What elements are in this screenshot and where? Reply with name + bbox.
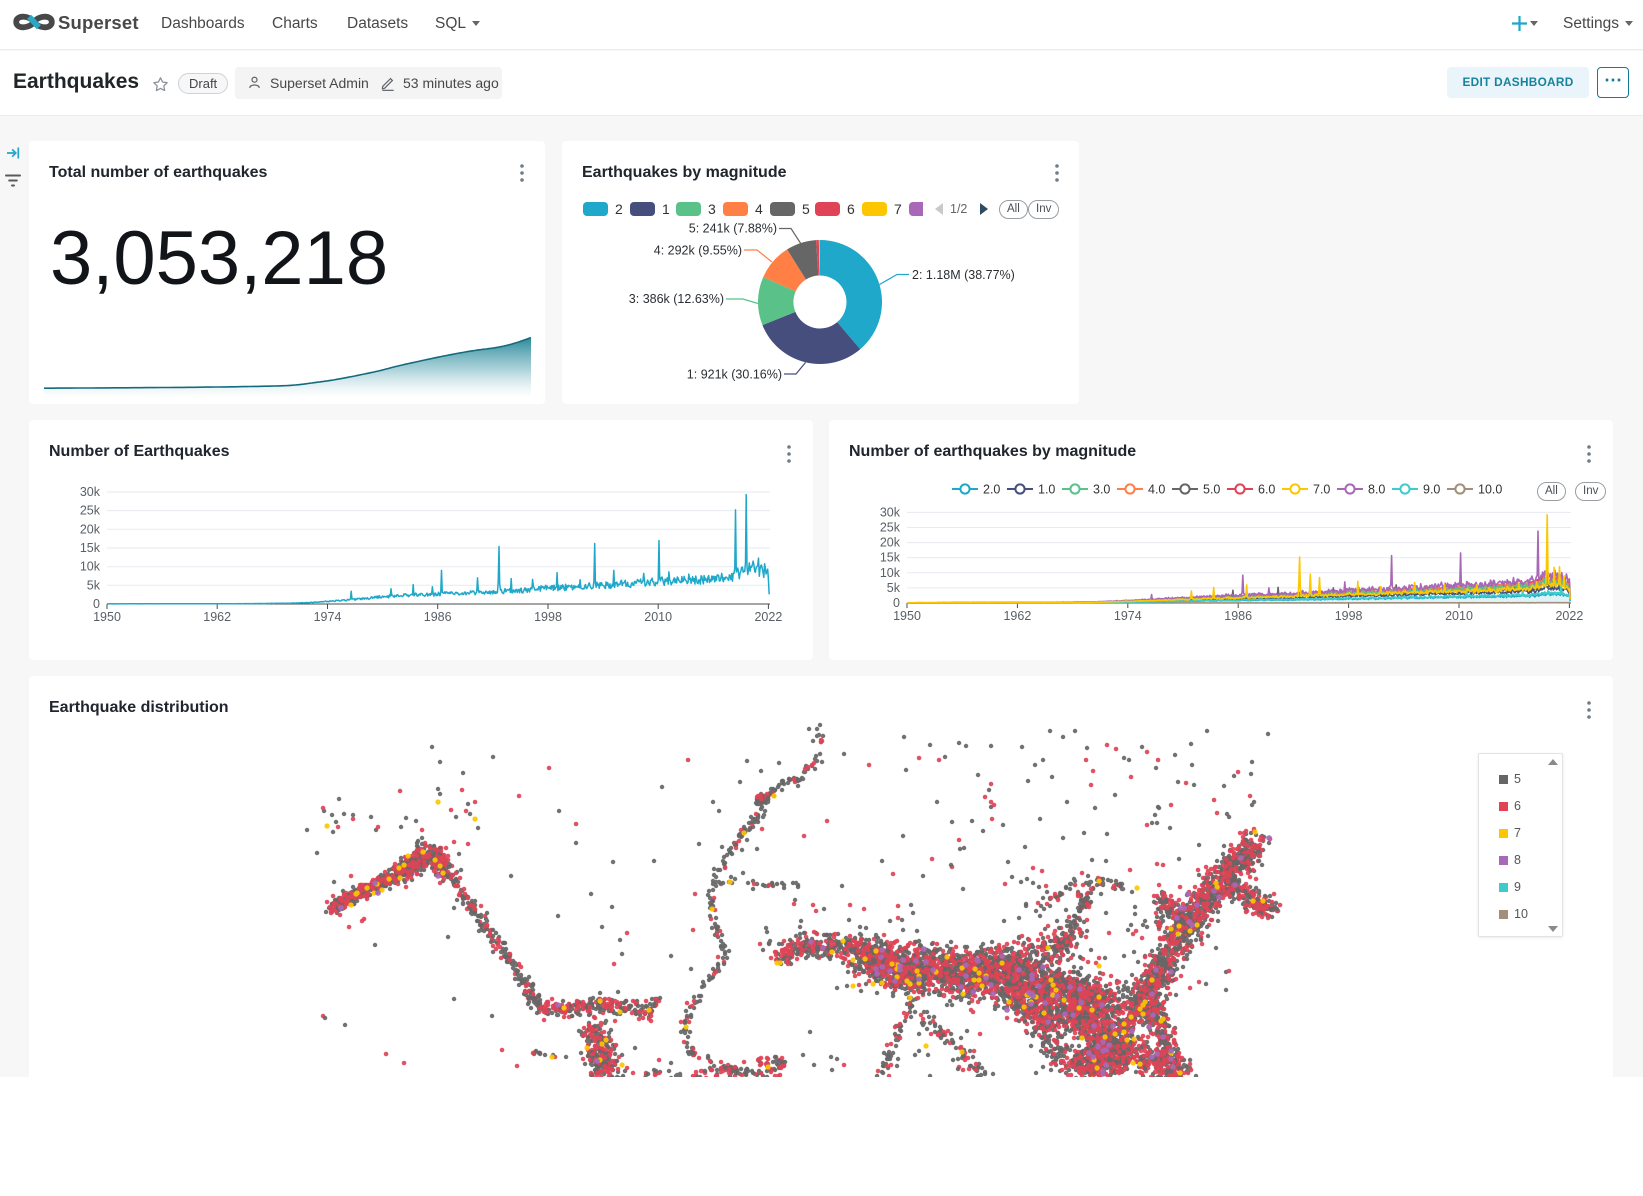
svg-text:0: 0 [893, 596, 900, 610]
svg-text:1962: 1962 [203, 610, 231, 624]
svg-text:7.0: 7.0 [1313, 483, 1330, 497]
svg-text:6.0: 6.0 [1258, 483, 1275, 497]
svg-text:1998: 1998 [1335, 609, 1363, 623]
svg-text:2.0: 2.0 [983, 483, 1000, 497]
svg-text:1: 921k (30.16%): 1: 921k (30.16%) [687, 368, 782, 382]
svg-text:5.0: 5.0 [1203, 483, 1220, 497]
svg-text:20k: 20k [880, 536, 901, 550]
svg-text:15k: 15k [880, 551, 901, 565]
svg-text:0: 0 [93, 597, 100, 611]
svg-text:3.0: 3.0 [1093, 483, 1110, 497]
svg-text:2: 1.18M (38.77%): 2: 1.18M (38.77%) [912, 268, 1015, 282]
svg-text:1986: 1986 [1224, 609, 1252, 623]
svg-text:5k: 5k [87, 578, 101, 592]
svg-text:1974: 1974 [1114, 609, 1142, 623]
svg-text:1950: 1950 [93, 610, 121, 624]
svg-text:25k: 25k [880, 521, 901, 535]
svg-text:9.0: 9.0 [1423, 483, 1440, 497]
svg-text:20k: 20k [80, 522, 101, 536]
svg-text:1950: 1950 [893, 609, 921, 623]
svg-text:5k: 5k [887, 581, 901, 595]
svg-text:10.0: 10.0 [1478, 483, 1502, 497]
svg-text:1986: 1986 [424, 610, 452, 624]
svg-text:1998: 1998 [534, 610, 562, 624]
svg-text:1974: 1974 [314, 610, 342, 624]
svg-text:30k: 30k [80, 485, 101, 499]
svg-text:1.0: 1.0 [1038, 483, 1055, 497]
svg-text:2010: 2010 [1445, 609, 1473, 623]
svg-text:25k: 25k [80, 504, 101, 518]
svg-text:2022: 2022 [754, 610, 782, 624]
svg-text:4: 292k (9.55%): 4: 292k (9.55%) [654, 244, 742, 258]
svg-text:5: 241k (7.88%): 5: 241k (7.88%) [689, 222, 777, 236]
svg-text:2010: 2010 [644, 610, 672, 624]
svg-text:4.0: 4.0 [1148, 483, 1165, 497]
svg-text:2022: 2022 [1555, 609, 1583, 623]
svg-text:3: 386k (12.63%): 3: 386k (12.63%) [629, 292, 724, 306]
svg-text:10k: 10k [80, 560, 101, 574]
svg-text:8.0: 8.0 [1368, 483, 1385, 497]
svg-text:1962: 1962 [1003, 609, 1031, 623]
svg-text:30k: 30k [880, 505, 901, 519]
svg-text:10k: 10k [880, 566, 901, 580]
svg-text:15k: 15k [80, 541, 101, 555]
